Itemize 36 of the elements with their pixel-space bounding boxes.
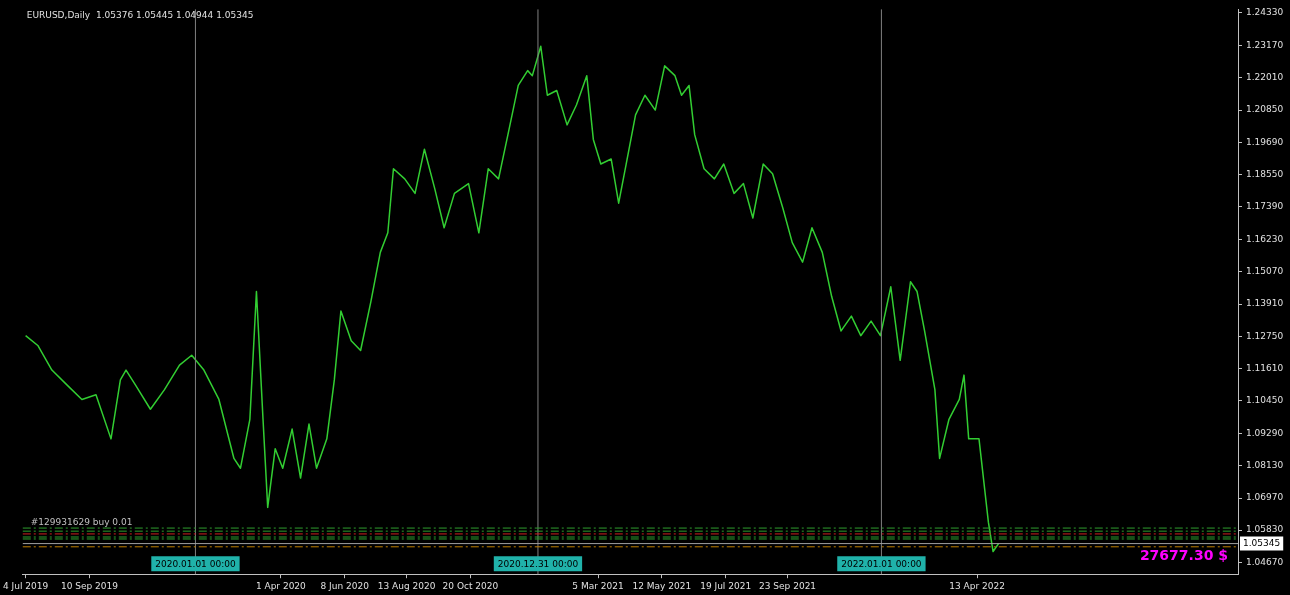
y-tick-label: 1.19690 (1246, 136, 1284, 147)
x-tick-label: 1 Apr 2020 (255, 580, 307, 591)
x-tick-label: 20 Oct 2020 (442, 580, 499, 591)
y-tick-label: 1.23170 (1246, 39, 1284, 50)
y-tick-label: 1.10450 (1246, 395, 1284, 406)
ref-line-label: #129931629 buy 0.01 (30, 516, 133, 527)
x-tick-label: 8 Jun 2020 (320, 580, 370, 591)
y-tick-label: 1.24330 (1246, 7, 1284, 18)
x-tick-label: 10 Sep 2019 (60, 580, 119, 591)
ref-line-label: 2022.01.01 00:00 (841, 558, 922, 569)
x-tick-label: 4 Jul 2019 (3, 580, 49, 591)
y-tick-label: 1.06970 (1246, 492, 1284, 503)
y-tick-label: 1.11610 (1246, 362, 1284, 373)
y-tick-label: 1.18550 (1246, 168, 1284, 179)
y-tick-label: 1.05830 (1246, 524, 1284, 535)
x-tick-label: 23 Sep 2021 (759, 580, 817, 591)
x-tick-label: 12 May 2021 (632, 580, 692, 591)
y-tick-label: 1.16230 (1246, 233, 1284, 244)
y-tick-label: 1.08130 (1246, 460, 1284, 471)
y-tick-label: 1.20850 (1246, 104, 1284, 115)
x-tick-label: 13 Aug 2020 (377, 580, 436, 591)
x-tick-label: 13 Apr 2022 (949, 580, 1005, 591)
x-tick-label: 5 Mar 2021 (572, 580, 624, 591)
chart-title: EURUSD,Daily 1.05376 1.05445 1.04944 1.05345 (26, 10, 254, 21)
y-tick-label: 1.04670 (1246, 556, 1284, 567)
x-tick-label: 19 Jul 2021 (700, 580, 752, 591)
ref-line-label: 2020.12.31 00:00 (497, 558, 579, 569)
y-tick-label: 1.17390 (1246, 201, 1284, 212)
y-tick-label: 1.22010 (1246, 71, 1284, 82)
annotation: 27677.30 $ (1139, 546, 1228, 563)
y-tick-label: 1.12750 (1246, 330, 1284, 341)
ref-line-label: 1.05345 (1243, 537, 1281, 548)
y-tick-label: 1.15070 (1246, 266, 1284, 277)
ref-line-label: 2020.01.01 00:00 (155, 558, 236, 569)
y-tick-label: 1.09290 (1246, 427, 1284, 438)
y-tick-label: 1.13910 (1246, 298, 1284, 309)
